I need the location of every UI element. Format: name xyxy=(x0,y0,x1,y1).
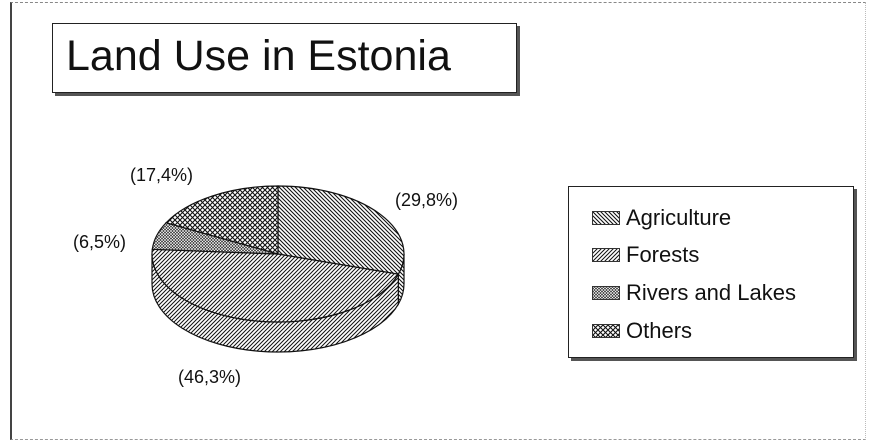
legend-item-rivers-and-lakes: Rivers and Lakes xyxy=(592,278,796,308)
legend-item-forests: Forests xyxy=(592,240,699,270)
legend-swatch-agriculture xyxy=(592,211,620,225)
legend-swatch-rivers-and-lakes xyxy=(592,286,620,300)
legend-label-agriculture: Agriculture xyxy=(626,205,732,230)
legend-item-agriculture: Agriculture xyxy=(592,203,731,233)
legend-label-others: Others xyxy=(626,318,693,343)
legend-label-rivers-and-lakes: Rivers and Lakes xyxy=(626,280,796,305)
chart-title: Land Use in Estonia xyxy=(66,32,451,80)
pie-slice-agriculture xyxy=(277,185,405,275)
data-label-rivers-and-lakes: (6,5%) xyxy=(73,232,127,252)
legend-label-forests: Forests xyxy=(626,242,700,267)
pie-slice-forests xyxy=(151,248,400,323)
legend-item-others: Others xyxy=(592,316,692,346)
title-box: Land Use in Estonia xyxy=(52,23,517,93)
data-label-agriculture: (29,8%) xyxy=(395,190,459,210)
legend-swatch-forests xyxy=(592,248,620,262)
data-label-forests: (46,3%) xyxy=(178,367,242,387)
legend: Agriculture Forests Rivers and Lakes Oth… xyxy=(568,186,854,358)
data-label-others: (17,4%) xyxy=(130,165,194,185)
pie-slice-others xyxy=(164,185,279,255)
chart-frame xyxy=(10,2,866,440)
legend-swatch-others xyxy=(592,324,620,338)
